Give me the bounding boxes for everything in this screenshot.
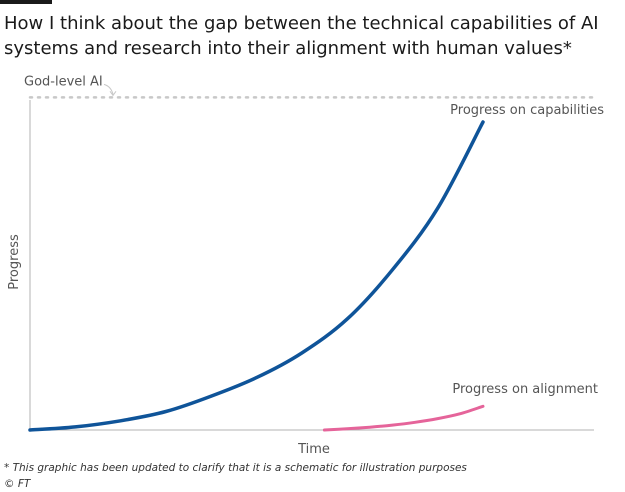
x-axis-label: Time [297,442,330,457]
series-line-alignment [322,404,485,432]
ceiling-label: God-level AI [24,74,103,89]
series-line-capabilities [28,120,485,432]
source-credit: © FT [4,478,31,490]
chart-title: How I think about the gap between the te… [4,13,599,59]
y-axis-label: Progress [7,234,22,290]
series-label-alignment: Progress on alignment [452,382,598,397]
ceiling-annotation-arrow [109,91,117,97]
brand-bar [0,0,52,4]
series-label-capabilities: Progress on capabilities [450,103,604,118]
footnote: * This graphic has been updated to clari… [4,462,467,474]
ceiling-annotation-hook [103,83,114,95]
